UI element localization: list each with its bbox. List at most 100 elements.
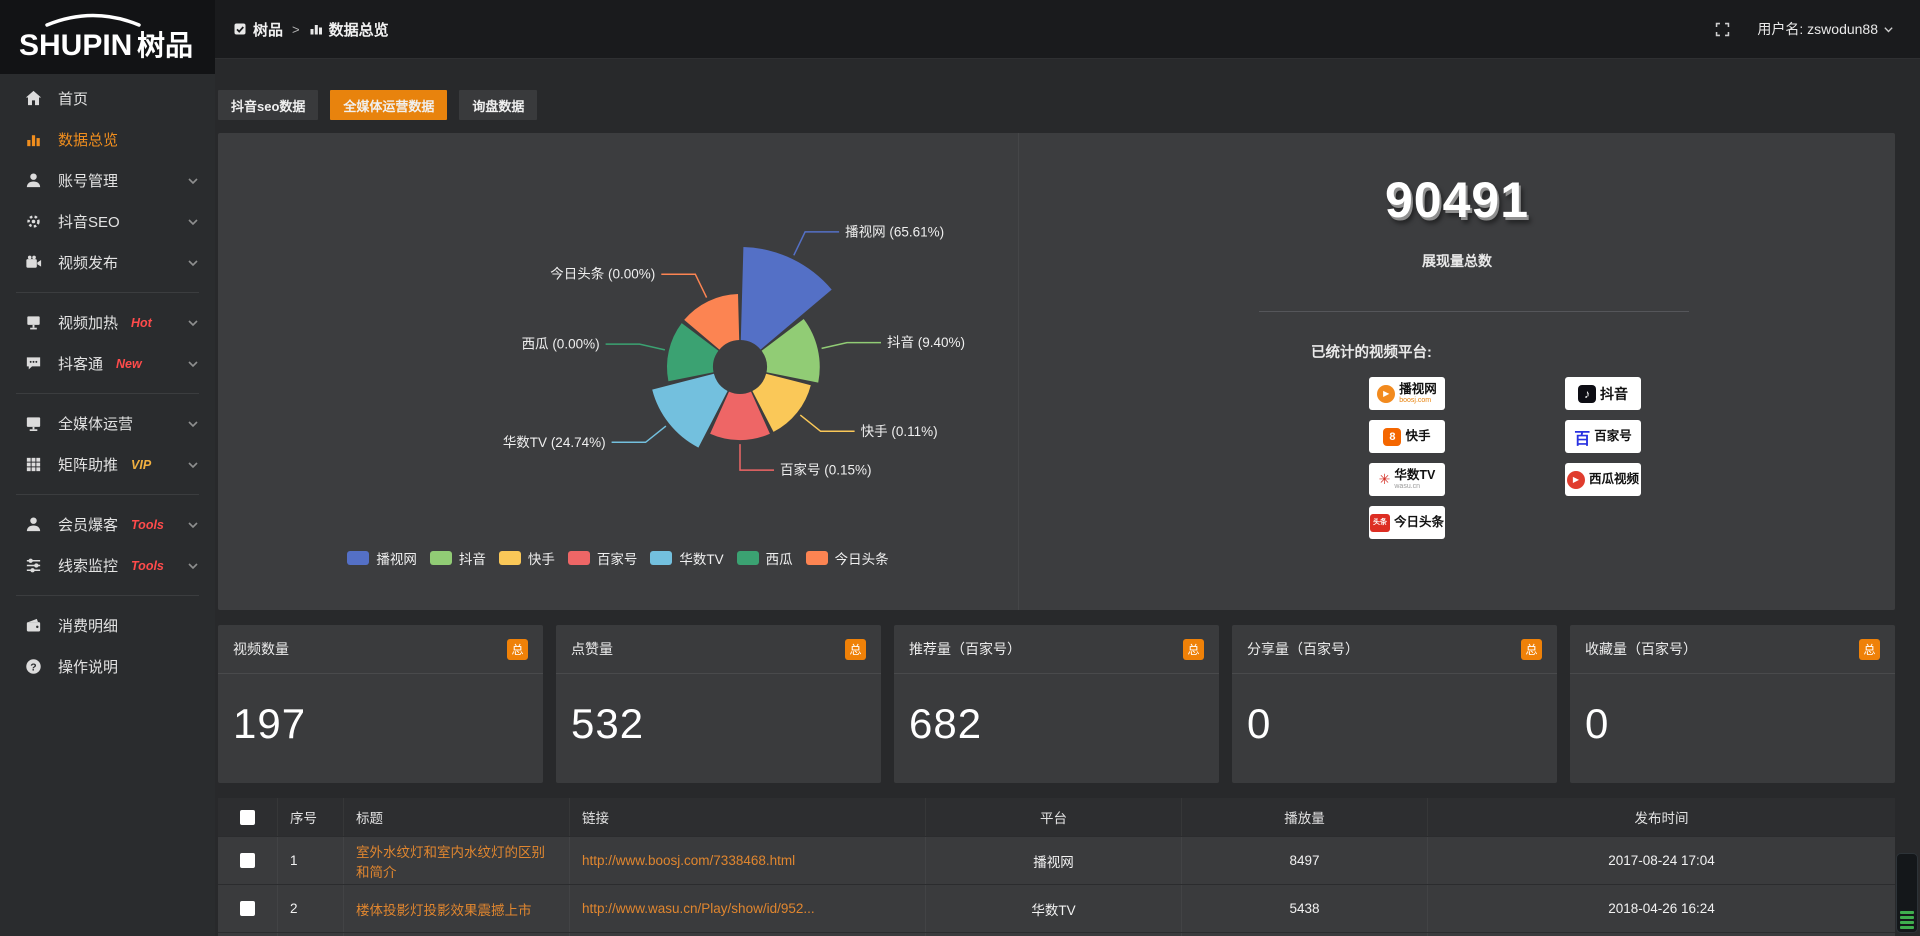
sidebar-item-label: 数据总览 [58,132,119,149]
total-badge[interactable]: 总 [1859,638,1880,660]
stat-card-video-count: 视频数量 总 197 [218,625,543,783]
sidebar-item-douyin-seo[interactable]: 抖音SEO [0,201,215,242]
sidebar-item-douketong[interactable]: 抖客通 New [0,343,215,384]
username-label: 用户名: zswodun88 [1757,21,1878,37]
breadcrumb-root[interactable]: 树品 [233,19,283,40]
cell-url-link[interactable]: http://www.wasu.cn/Play/show/id/952... [570,885,926,932]
breadcrumb-current[interactable]: 数据总览 [309,19,389,40]
slice-label-5: 西瓜 (0.00%) [522,337,600,352]
legend-item[interactable]: 西瓜 [736,548,793,568]
impressions-total-label: 展现量总数 [1422,253,1492,269]
sidebar-item-omnimedia-operation[interactable]: 全媒体运营 [0,403,215,444]
label-line-0 [793,231,840,256]
hot-badge: Hot [131,315,152,330]
table-row: 2 楼体投影灯投影效果震撼上市 http://www.wasu.cn/Play/… [218,884,1895,932]
chevron-down-icon [188,461,198,468]
row-checkbox[interactable] [240,853,255,868]
videos-table: 序号 标题 链接 平台 播放量 发布时间 1 室外水纹灯和室内水纹灯的区别和简介… [218,798,1895,936]
tab-inquiry-data[interactable]: 询盘数据 [459,90,538,120]
impressions-total-value: 90491 [1384,172,1530,228]
sidebar-item-video-publish[interactable]: 视频发布 [0,242,215,283]
sidebar-item-home[interactable]: 首页 [0,78,215,119]
platforms-title: 已统计的视频平台: [1311,345,1432,361]
legend-swatch [567,551,590,565]
sidebar-item-consumption-details[interactable]: 消费明细 [0,605,215,646]
tab-douyin-seo-data[interactable]: 抖音seo数据 [218,90,319,120]
legend-item[interactable]: 快手 [498,548,555,568]
gear-icon [27,215,40,228]
tab-omnimedia-operation-data[interactable]: 全媒体运营数据 [330,90,448,120]
new-badge: New [116,356,142,371]
svg-text:树品: 树品 [137,30,193,61]
app-logo[interactable]: SHUPIN 树品 [0,0,215,74]
sidebar-item-member-baoke[interactable]: 会员爆客 Tools [0,504,215,545]
platform-column-left: ▶ 播视网 boosj.com 8 快手 ✳ 华数TV wasu.cn 头条 今日头… [1369,377,1445,539]
stat-card-value: 532 [571,700,645,747]
summary-divider [1259,311,1689,312]
platform-badge-xigua: ▶ 西瓜视频 [1565,463,1641,496]
rose-slice-6[interactable] [684,294,740,350]
select-all-checkbox[interactable] [240,809,255,825]
sidebar-menu: 首页 数据总览 账号管理 抖音SEO 视频发布 视频加热 Hot [0,74,215,687]
legend-item[interactable]: 播视网 [347,548,417,568]
platform-name: 今日头条 [1393,515,1444,530]
grid-icon [26,457,41,472]
chevron-down-icon [188,360,198,367]
rose-slice-1[interactable] [761,319,820,383]
sidebar-item-data-overview[interactable]: 数据总览 [0,119,215,160]
cell-platform: 华数TV [926,885,1182,932]
rose-slice-5[interactable] [666,323,719,382]
sidebar-item-account-management[interactable]: 账号管理 [0,160,215,201]
chevron-down-icon [188,177,198,184]
cell-platform: 播视网 [926,837,1182,884]
legend-swatch [805,551,828,565]
rose-slice-4[interactable] [652,373,728,448]
sidebar-item-instructions[interactable]: ? 操作说明 [0,646,215,687]
stat-card-label: 视频数量 [233,641,289,657]
slice-label-1: 抖音 (9.40%) [887,334,965,350]
rose-slice-0[interactable] [740,247,832,350]
platform-name: 百家号 [1594,429,1632,444]
cell-url-link[interactable]: http://www.boosj.com/7338468.html [570,837,926,884]
sidebar-item-video-heating[interactable]: 视频加热 Hot [0,302,215,343]
legend-item[interactable]: 百家号 [567,548,637,568]
total-badge[interactable]: 总 [1521,638,1542,660]
slice-label-2: 快手 (0.11%) [861,424,938,439]
rose-slice-3[interactable] [710,391,770,441]
platform-sub: boosj.com [1399,396,1432,404]
cell-views: 5438 [1182,885,1428,932]
total-badge[interactable]: 总 [1183,638,1204,660]
bottom-right-widget[interactable] [1896,853,1918,933]
row-checkbox[interactable] [240,901,255,916]
legend-item[interactable]: 今日头条 [805,548,889,568]
sidebar-item-label: 视频发布 [58,255,119,272]
chevron-down-icon [188,218,198,225]
legend-swatch [650,551,673,565]
platform-badges: ▶ 播视网 boosj.com 8 快手 ✳ 华数TV wasu.cn 头条 今日头… [1369,377,1895,539]
cell-title-link[interactable]: 楼体投影灯投影效果震撼上市 [344,885,570,932]
rose-slice-2[interactable] [752,373,811,432]
legend-item[interactable]: 抖音 [429,548,486,568]
sidebar-item-label: 抖音SEO [58,214,120,231]
sidebar-item-matrix-boost[interactable]: 矩阵助推 VIP [0,444,215,485]
total-badge[interactable]: 总 [507,638,528,660]
stat-card-value: 0 [1247,700,1272,747]
legend-item[interactable]: 华数TV [650,548,724,568]
cell-title-link[interactable]: 室外水纹灯和室内水纹灯的区别和简介 [344,837,570,884]
total-badge[interactable]: 总 [845,638,866,660]
slice-label-3: 百家号 (0.15%) [780,462,872,478]
platform-name: 快手 [1405,429,1431,444]
screen-icon [27,316,40,330]
platform-name: 播视网 [1399,382,1437,397]
stat-card-favorites: 收藏量（百家号） 总 0 [1570,625,1895,783]
label-line-4 [611,425,667,444]
sidebar-item-clue-monitor[interactable]: 线索监控 Tools [0,545,215,586]
fullscreen-icon[interactable] [1714,21,1731,38]
slice-label-6: 今日头条 (0.00%) [550,266,655,282]
sidebar-item-label: 矩阵助推 [58,457,119,474]
sliders-icon [26,558,41,573]
user-menu[interactable]: 用户名: zswodun88 [1757,19,1894,39]
chat-bubble-icon [26,357,41,370]
chevron-down-icon [188,521,198,528]
platform-badge-toutiao: 头条 今日头条 [1369,506,1445,539]
